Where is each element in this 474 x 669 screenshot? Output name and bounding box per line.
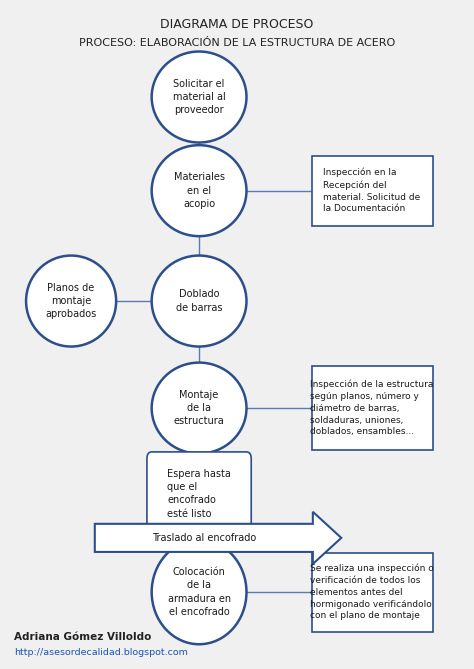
Text: Planos de
montaje
aprobados: Planos de montaje aprobados [46,283,97,319]
Text: Espera hasta
que el
encofrado
esté listo: Espera hasta que el encofrado esté listo [167,469,231,518]
FancyBboxPatch shape [311,553,432,632]
Text: Montaje
de la
estructura: Montaje de la estructura [173,390,225,426]
Polygon shape [95,512,341,564]
Text: Inspección de la estructura
según planos, número y
diámetro de barras,
soldadura: Inspección de la estructura según planos… [310,380,434,436]
Ellipse shape [152,52,246,142]
Ellipse shape [152,363,246,454]
Text: Solicitar el
material al
proveedor: Solicitar el material al proveedor [173,79,226,115]
Ellipse shape [26,256,116,347]
Text: PROCESO: ELABORACIÓN DE LA ESTRUCTURA DE ACERO: PROCESO: ELABORACIÓN DE LA ESTRUCTURA DE… [79,39,395,48]
Text: http://asesordecalidad.blogspot.com: http://asesordecalidad.blogspot.com [14,648,188,657]
FancyBboxPatch shape [311,366,432,450]
Text: Colocación
de la
armadura en
el encofrado: Colocación de la armadura en el encofrad… [167,567,231,617]
Text: DIAGRAMA DE PROCESO: DIAGRAMA DE PROCESO [160,18,314,31]
Text: Inspección en la
Recepción del
material. Solicitud de
la Documentación: Inspección en la Recepción del material.… [323,168,421,213]
FancyBboxPatch shape [147,452,251,535]
Ellipse shape [152,256,246,347]
Ellipse shape [152,540,246,644]
Text: Doblado
de barras: Doblado de barras [176,290,222,312]
Ellipse shape [152,145,246,236]
Text: Adriana Gómez Villoldo: Adriana Gómez Villoldo [14,632,152,642]
Text: Materiales
en el
acopio: Materiales en el acopio [173,173,225,209]
FancyBboxPatch shape [311,156,432,226]
Text: Traslado al encofrado: Traslado al encofrado [152,533,256,543]
Text: Se realiza una inspección o
verificación de todos los
elementos antes del
hormig: Se realiza una inspección o verificación… [310,564,434,620]
